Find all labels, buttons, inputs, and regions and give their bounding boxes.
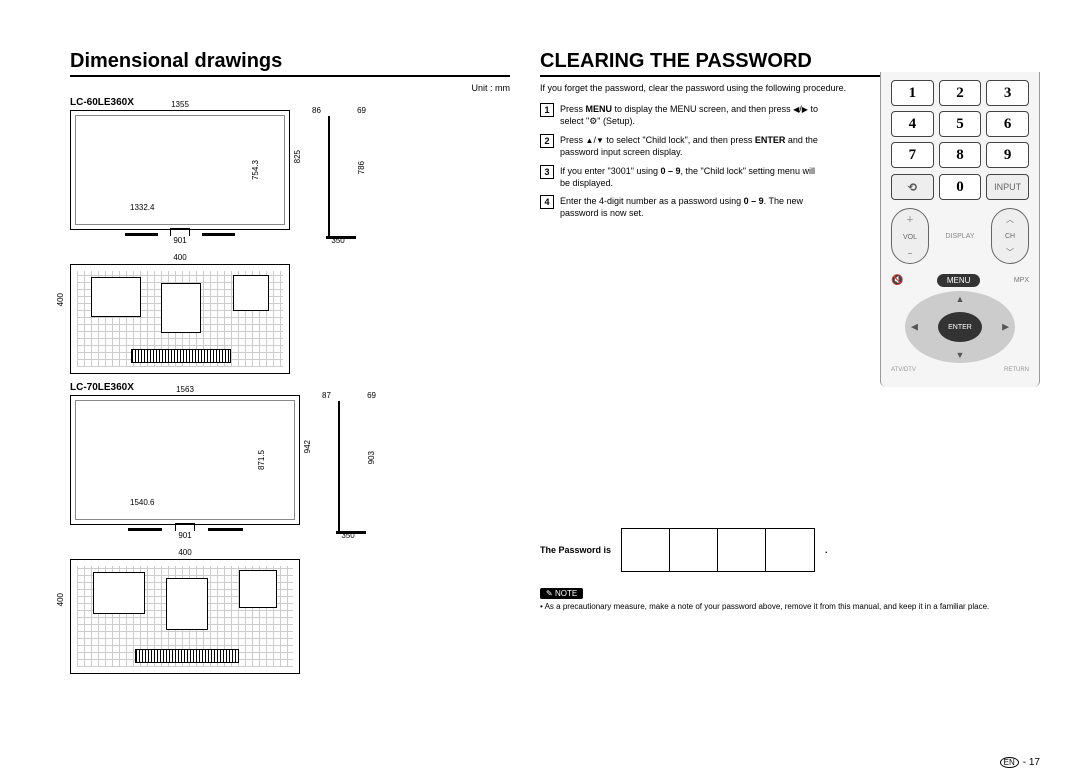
key-8[interactable]: 8 — [939, 142, 982, 168]
left-section-title: Dimensional drawings — [70, 50, 510, 77]
dim-h-2: 942 — [303, 440, 312, 453]
dim-innerw-2: 1540.6 — [130, 498, 154, 507]
model-label-1: LC-60LE360X — [70, 97, 510, 108]
password-boxes — [621, 528, 815, 572]
key-1[interactable]: 1 — [891, 80, 934, 106]
key-5[interactable]: 5 — [939, 111, 982, 137]
vol-label: VOL — [903, 234, 917, 241]
step-number: 4 — [540, 195, 554, 209]
dim-innerw-1: 1332.4 — [130, 203, 154, 212]
dim-ih-2: 871.5 — [257, 450, 266, 470]
dim-backh-1: 400 — [56, 293, 65, 306]
dim-sb-1: 69 — [357, 106, 366, 115]
page-sep: - — [1023, 757, 1026, 768]
dpad-down-icon[interactable]: ▼ — [956, 350, 965, 360]
dim-sh-1: 786 — [357, 161, 366, 174]
display-label: DISPLAY — [945, 233, 974, 240]
step-number: 3 — [540, 165, 554, 179]
key-9[interactable]: 9 — [986, 142, 1029, 168]
password-label: The Password is — [540, 545, 611, 555]
return-label: RETURN — [1004, 367, 1029, 373]
key-7[interactable]: 7 — [891, 142, 934, 168]
mute-icon[interactable]: 🔇 — [891, 275, 903, 286]
step-text: If you enter "3001" using 0 – 9, the "Ch… — [560, 165, 820, 189]
dpad-right-icon[interactable]: ▶ — [1002, 322, 1009, 333]
step-3: 3 If you enter "3001" using 0 – 9, the "C… — [540, 165, 820, 189]
mpx-label: MPX — [1014, 277, 1029, 284]
dim-sb-2: 69 — [367, 391, 376, 400]
model-label-2: LC-70LE360X — [70, 382, 510, 393]
dim-stand-2: 901 — [70, 531, 300, 540]
step-number: 2 — [540, 134, 554, 148]
step-text: Enter the 4-digit number as a password u… — [560, 195, 820, 219]
key-6[interactable]: 6 — [986, 111, 1029, 137]
dim-stand-1: 901 — [70, 236, 290, 245]
dim-backw-1: 400 — [70, 253, 290, 262]
page-lang: EN — [1000, 757, 1019, 768]
key-4[interactable]: 4 — [891, 111, 934, 137]
enter-button[interactable]: ENTER — [938, 312, 982, 342]
note-badge: NOTE — [540, 588, 583, 599]
dim-backw-2: 400 — [70, 548, 300, 557]
step-text: Press / to select "Child lock", and then… — [560, 134, 820, 159]
unit-label: Unit : mm — [70, 83, 510, 93]
dpad[interactable]: ▲ ▼ ◀ ▶ ENTER — [905, 291, 1015, 363]
key-0[interactable]: 0 — [939, 174, 982, 200]
dim-backh-2: 400 — [56, 593, 65, 606]
dpad-up-icon[interactable]: ▲ — [956, 294, 965, 304]
dim-w-1: 1355 — [171, 100, 189, 109]
step-1: 1 Press MENU to display the MENU screen, … — [540, 103, 820, 128]
dim-w-2: 1563 — [176, 385, 194, 394]
volume-rocker[interactable]: ＋VOL− — [891, 208, 929, 264]
key-3[interactable]: 3 — [986, 80, 1029, 106]
channel-rocker[interactable]: ︿CH﹀ — [991, 208, 1029, 264]
page-num-value: 17 — [1029, 757, 1040, 768]
dim-sa-1: 86 — [312, 106, 321, 115]
password-period: . — [825, 545, 828, 555]
remote-control: 123 456 789 ⟲ 0 INPUT ＋VOL− DISPLAY ︿CH﹀ 🔇… — [880, 72, 1040, 387]
dpad-left-icon[interactable]: ◀ — [911, 322, 918, 333]
dim-sa-2: 87 — [322, 391, 331, 400]
input-button[interactable]: INPUT — [986, 174, 1029, 200]
flashback-button[interactable]: ⟲ — [891, 174, 934, 200]
step-number: 1 — [540, 103, 554, 117]
dim-h-1: 825 — [293, 150, 302, 163]
page-number: EN- 17 — [1000, 757, 1040, 768]
key-2[interactable]: 2 — [939, 80, 982, 106]
step-text: Press MENU to display the MENU screen, a… — [560, 103, 820, 128]
dim-sh-2: 903 — [367, 451, 376, 464]
note-text: As a precautionary measure, make a note … — [540, 602, 1000, 612]
atv-dtv-label: ATV/DTV — [891, 367, 916, 373]
ch-label: CH — [1005, 233, 1015, 240]
menu-button[interactable]: MENU — [937, 274, 981, 287]
dim-ih-1: 754.3 — [251, 160, 260, 180]
step-2: 2 Press / to select "Child lock", and the… — [540, 134, 820, 159]
step-4: 4 Enter the 4-digit number as a password … — [540, 195, 820, 219]
